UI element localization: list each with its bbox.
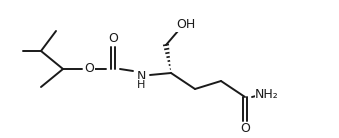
Text: O: O bbox=[108, 33, 118, 46]
Text: OH: OH bbox=[176, 18, 196, 31]
Text: O: O bbox=[84, 63, 94, 75]
Text: H: H bbox=[137, 80, 145, 90]
Text: O: O bbox=[240, 123, 250, 136]
Text: N: N bbox=[136, 71, 146, 83]
Text: NH₂: NH₂ bbox=[255, 88, 279, 102]
